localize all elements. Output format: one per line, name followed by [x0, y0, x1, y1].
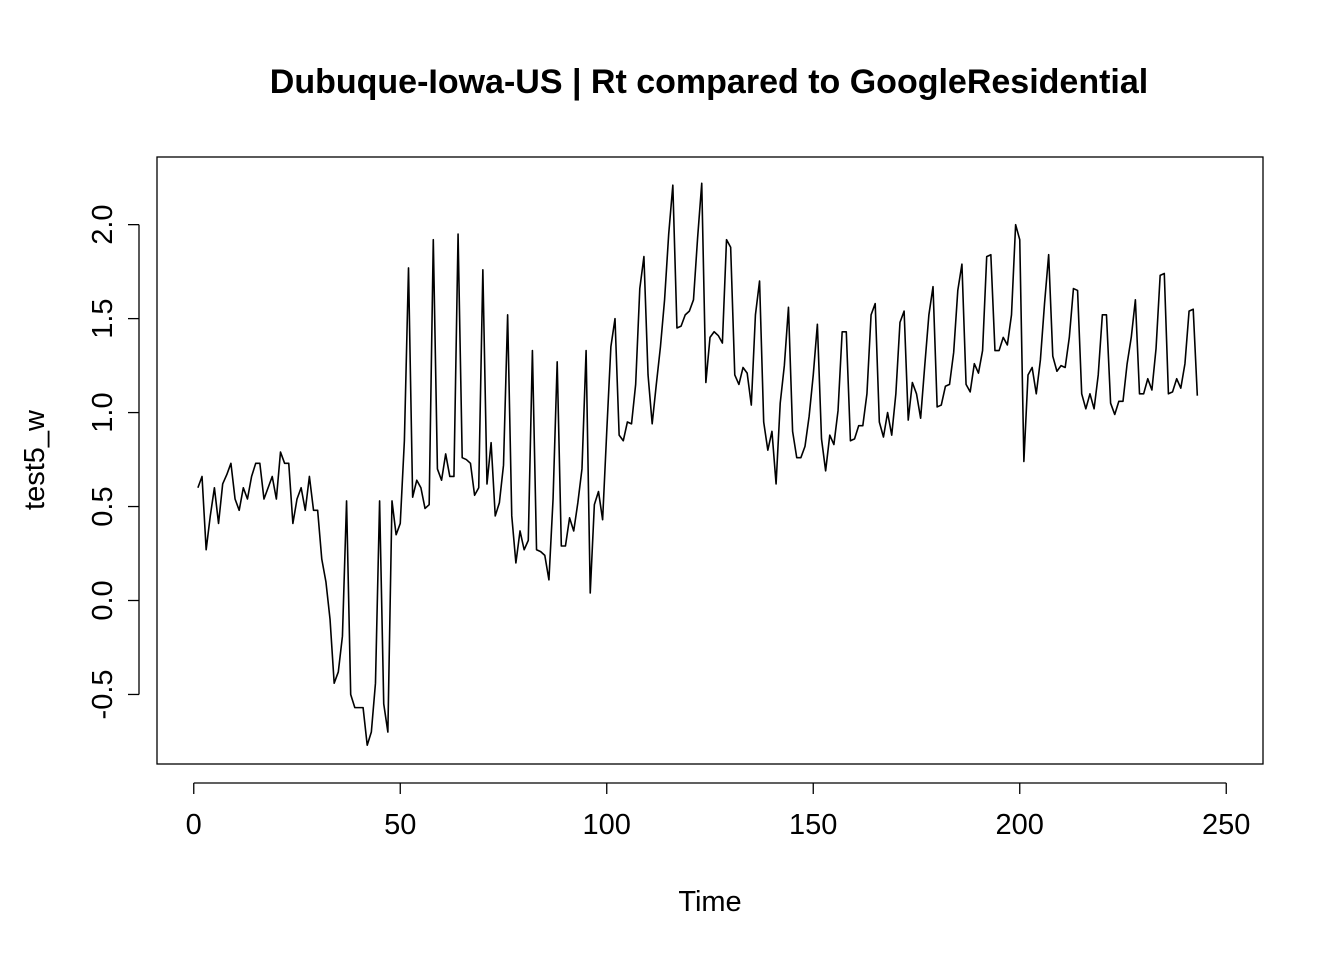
series-group	[197, 182, 1199, 747]
y-tick-label: 0.0	[87, 580, 119, 620]
x-axis: 0 50 100 150 200 250	[186, 782, 1250, 841]
plot-frame	[156, 156, 1264, 765]
y-tick-label: 2.0	[87, 204, 119, 244]
y-tick-label: 1.5	[87, 298, 119, 338]
x-tick-label: 250	[1202, 809, 1250, 841]
x-tick-label: 50	[384, 809, 416, 841]
y-tick-label: -0.5	[87, 669, 119, 719]
y-tick-label: 1.0	[87, 392, 119, 432]
series-line-test5_w	[197, 182, 1199, 747]
y-axis-title: test5_w	[19, 409, 51, 510]
x-tick-label: 100	[583, 809, 631, 841]
y-axis: -0.5 0.0 0.5 1.0 1.5 2.0	[87, 204, 140, 719]
x-tick-label: 0	[186, 809, 202, 841]
x-axis-title: Time	[678, 886, 741, 918]
x-tick-label: 200	[996, 809, 1044, 841]
chart-title: Dubuque-Iowa-US | Rt compared to GoogleR…	[270, 63, 1148, 101]
y-tick-label: 0.5	[87, 486, 119, 526]
x-tick-label: 150	[789, 809, 837, 841]
